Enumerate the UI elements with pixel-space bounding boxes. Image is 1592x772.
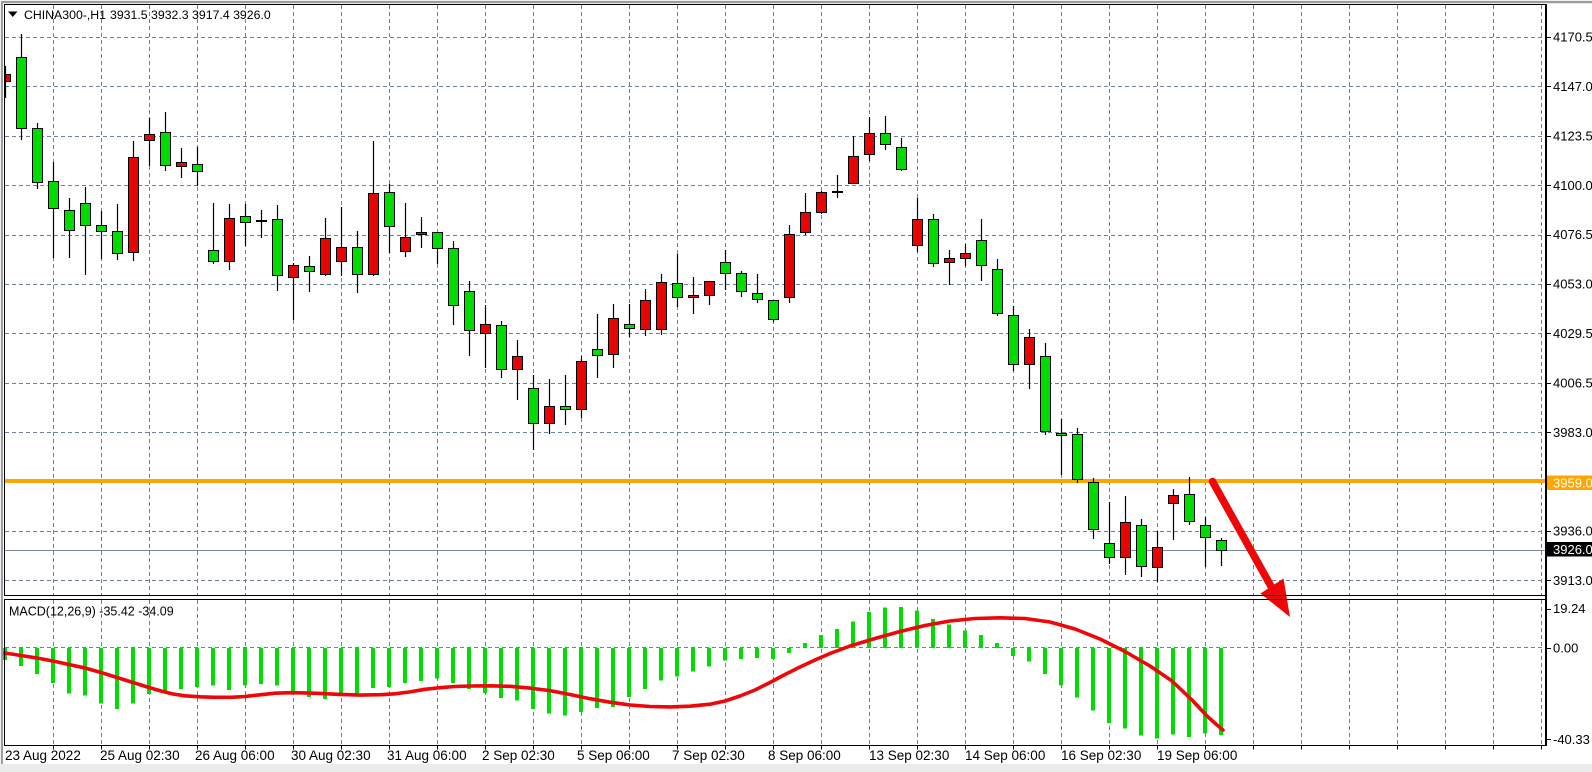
- svg-text:3913.0: 3913.0: [1553, 573, 1592, 588]
- svg-text:26 Aug 06:00: 26 Aug 06:00: [195, 748, 275, 763]
- svg-text:25 Aug 02:30: 25 Aug 02:30: [100, 748, 180, 763]
- svg-text:19 Sep 06:00: 19 Sep 06:00: [1157, 748, 1237, 763]
- svg-text:3936.0: 3936.0: [1553, 524, 1592, 539]
- svg-text:3926.0: 3926.0: [1553, 542, 1592, 557]
- svg-text:31 Aug 06:00: 31 Aug 06:00: [387, 748, 467, 763]
- svg-text:13 Sep 02:30: 13 Sep 02:30: [869, 748, 949, 763]
- svg-text:-40.33: -40.33: [1553, 732, 1590, 747]
- svg-text:4123.5: 4123.5: [1553, 128, 1592, 143]
- svg-text:4170.5: 4170.5: [1553, 30, 1592, 45]
- svg-text:4029.5: 4029.5: [1553, 326, 1592, 341]
- svg-text:3983.0: 3983.0: [1553, 425, 1592, 440]
- svg-text:2 Sep 02:30: 2 Sep 02:30: [482, 748, 555, 763]
- svg-text:3959.0: 3959.0: [1553, 476, 1592, 491]
- svg-text:4100.0: 4100.0: [1553, 178, 1592, 193]
- svg-text:4076.5: 4076.5: [1553, 227, 1592, 242]
- svg-text:19.24: 19.24: [1553, 601, 1586, 616]
- svg-text:4006.5: 4006.5: [1553, 375, 1592, 390]
- svg-text:4147.0: 4147.0: [1553, 79, 1592, 94]
- svg-text:0.00: 0.00: [1553, 641, 1578, 656]
- svg-text:4053.0: 4053.0: [1553, 277, 1592, 292]
- svg-text:7 Sep 02:30: 7 Sep 02:30: [672, 748, 745, 763]
- svg-text:3931.5 3932.3 3917.4 3926.0: 3931.5 3932.3 3917.4 3926.0: [110, 8, 271, 22]
- svg-text:8 Sep 06:00: 8 Sep 06:00: [768, 748, 841, 763]
- svg-text:16 Sep 02:30: 16 Sep 02:30: [1061, 748, 1141, 763]
- svg-text:CHINA300-,H1: CHINA300-,H1: [24, 8, 106, 22]
- svg-text:MACD(12,26,9) -35.42 -34.09: MACD(12,26,9) -35.42 -34.09: [9, 605, 174, 619]
- svg-text:14 Sep 06:00: 14 Sep 06:00: [965, 748, 1045, 763]
- svg-text:23 Aug 2022: 23 Aug 2022: [5, 748, 81, 763]
- svg-text:5 Sep 06:00: 5 Sep 06:00: [577, 748, 650, 763]
- svg-text:30 Aug 02:30: 30 Aug 02:30: [291, 748, 371, 763]
